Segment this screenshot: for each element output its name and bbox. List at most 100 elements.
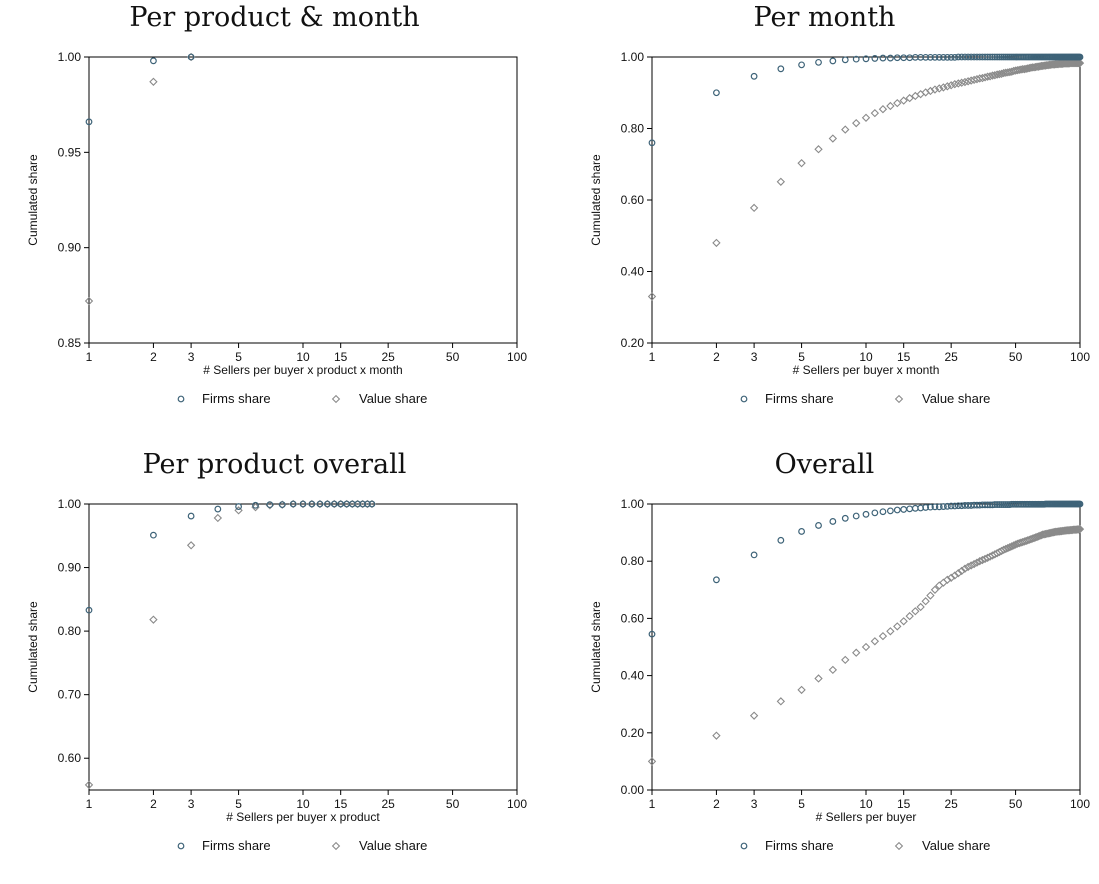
firms-share-point [871,509,879,517]
x-tick-label: 5 [798,350,805,364]
chart-panel: Per product & month 0.85 0.90 0.95 1.00 1 2 3 5 1… [0,0,549,442]
value-share-point [960,564,970,573]
y-tick-label: 0.60 [621,193,645,207]
firms-share-point [1076,500,1084,508]
legend-value-label: Value share [922,391,990,406]
legend-value-marker [894,394,904,404]
value-share-point [1072,525,1082,534]
value-share-point [899,96,908,105]
firms-share-point [989,53,996,61]
value-share-point [930,85,940,94]
series-firms-share [85,500,376,614]
value-share-point [999,545,1008,554]
x-tick-label: 3 [188,797,195,811]
value-share-point [852,648,861,657]
chart-panel: Per product overall 0.60 0.70 0.80 0.90 1.00 1… [0,447,549,884]
value-share-point [926,86,935,96]
x-tick-label: 100 [1070,350,1090,364]
y-tick-label: 0.40 [621,265,645,279]
value-share-point [749,711,759,720]
value-share-point [975,557,984,566]
x-tick-label: 25 [381,350,395,364]
firms-share-point [815,522,822,529]
firms-share-point [815,58,822,66]
firms-share-point [984,53,991,61]
x-tick-label: 50 [1009,350,1023,364]
firms-share-point [85,118,93,126]
x-axis-title: # Sellers per buyer [816,810,917,824]
value-share-point [916,602,925,612]
firms-share-point [984,501,991,509]
x-tick-label: 1 [649,797,656,811]
firms-share-point [364,500,371,508]
firms-share-point [935,53,943,61]
firms-share-point [940,53,947,61]
legend-firms-label: Firms share [202,838,271,853]
x-tick-label: 15 [334,350,348,364]
x-axis-title: # Sellers per buyer x month [793,363,940,377]
firms-share-point [998,53,1005,61]
firms-share-point [368,500,376,508]
legend-firms-label: Firms share [765,838,834,853]
firms-share-point [893,506,901,514]
x-tick-label: 50 [1009,797,1023,811]
x-tick-label: 10 [859,350,873,364]
firms-share-point [947,502,955,510]
legend: Firms share Value share [740,838,990,853]
value-share-point [712,731,721,740]
y-tick-label: 1.00 [621,50,645,64]
x-tick-label: 15 [334,797,348,811]
y-tick-label: 1.00 [58,50,82,64]
x-tick-label: 15 [897,350,911,364]
value-share-point [1073,525,1083,534]
y-tick-label: 0.60 [58,751,82,765]
firms-share-point [798,61,805,69]
value-share-point [149,77,158,86]
firms-share-point [986,53,994,61]
value-share-point [841,655,850,665]
value-share-point [926,591,935,600]
firms-share-point [359,500,367,508]
value-share-point [861,113,871,122]
value-share-point [1034,532,1043,541]
y-tick-label: 0.80 [58,624,82,638]
value-share-point [946,573,956,582]
value-share-point [852,118,861,128]
series-value-share [84,499,377,790]
value-share-point [1073,58,1083,68]
firms-share-point [995,501,1003,508]
firms-share-point [308,500,316,508]
value-share-point [893,622,902,631]
value-share-point [985,72,995,81]
x-tick-label: 5 [235,797,242,811]
value-share-point [234,506,243,515]
legend-firms-marker [740,842,748,850]
legend-value-marker [894,841,904,851]
value-share-point [712,238,721,248]
value-share-point [972,558,982,567]
value-share-point [149,615,158,624]
firms-share-point [871,55,879,62]
x-tick-label: 10 [859,797,873,811]
series-value-share [84,52,196,306]
value-share-point [905,93,914,103]
value-share-point [950,79,959,89]
x-tick-label: 5 [235,350,242,364]
value-share-point [893,98,902,108]
legend-value-marker [331,841,341,851]
legend-value-marker [331,394,341,404]
value-share-point [878,105,888,114]
value-share-point [870,637,880,646]
y-tick-label: 0.20 [621,336,645,350]
x-tick-label: 100 [507,797,527,811]
firms-share-point [900,506,908,513]
firms-share-point [954,502,962,510]
value-share-point [988,71,997,80]
firms-share-point [278,501,286,509]
firms-share-point [841,56,849,64]
firms-share-point [841,514,849,522]
firms-share-point [777,536,785,544]
value-share-point [935,84,944,93]
value-share-point [814,145,823,154]
chart-plot: 0.20 0.40 0.60 0.80 1.00 1 2 3 5 10 15 25 50 100 # Sel… [589,50,1090,406]
